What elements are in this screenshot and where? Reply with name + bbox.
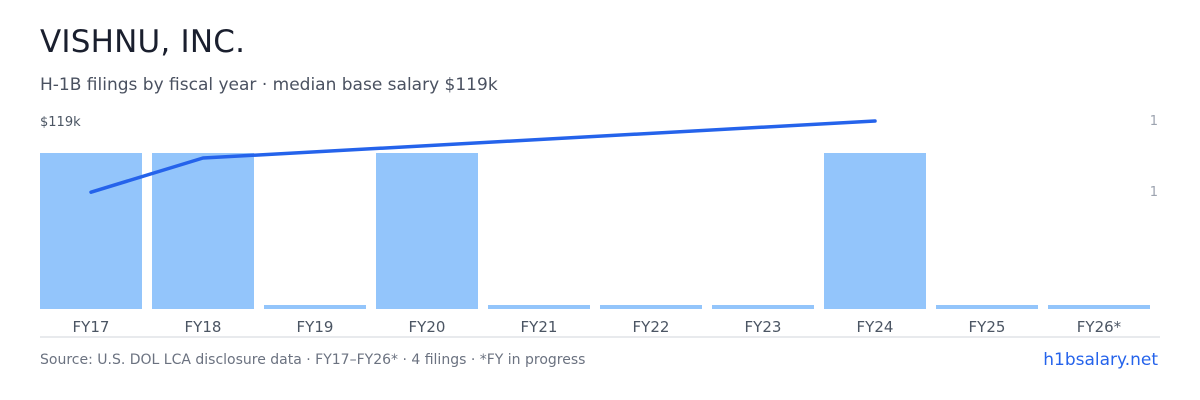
x-tick-label: FY22 bbox=[633, 318, 670, 336]
line-layer bbox=[89, 119, 877, 194]
chart-subtitle: H-1B filings by fiscal year · median bas… bbox=[40, 75, 498, 95]
salary-line bbox=[89, 119, 877, 194]
x-tick-label: FY26* bbox=[1077, 318, 1122, 336]
bar bbox=[40, 153, 142, 309]
tick-labels-layer: FY17 FY18 FY19 FY20 FY21 FY22 FY23 FY24 FY25 FY26… bbox=[73, 318, 1122, 336]
x-tick-label: FY20 bbox=[409, 318, 446, 336]
x-tick-label: FY25 bbox=[969, 318, 1006, 336]
bar bbox=[1048, 305, 1150, 309]
left-axis-tick: $119k bbox=[40, 115, 81, 130]
bar bbox=[712, 305, 814, 309]
right-axis-tick: 1 bbox=[1150, 114, 1158, 129]
source-note: Source: U.S. DOL LCA disclosure data · F… bbox=[40, 352, 586, 368]
bar bbox=[824, 153, 926, 309]
x-tick-label: FY18 bbox=[185, 318, 222, 336]
bar bbox=[936, 305, 1038, 309]
bar bbox=[376, 153, 478, 309]
x-tick-label: FY19 bbox=[297, 318, 334, 336]
chart-title: VISHNU, INC. bbox=[40, 24, 246, 60]
bar bbox=[488, 305, 590, 309]
bar bbox=[152, 153, 254, 309]
x-tick-label: FY23 bbox=[745, 318, 782, 336]
x-tick-label: FY24 bbox=[857, 318, 894, 336]
x-tick-label: FY17 bbox=[73, 318, 110, 336]
bar bbox=[264, 305, 366, 309]
right-axis-tick: 1 bbox=[1150, 185, 1158, 200]
brand-link[interactable]: h1bsalary.net bbox=[1043, 350, 1158, 370]
bars-layer bbox=[40, 153, 1150, 309]
bar bbox=[600, 305, 702, 309]
x-tick-label: FY21 bbox=[521, 318, 558, 336]
